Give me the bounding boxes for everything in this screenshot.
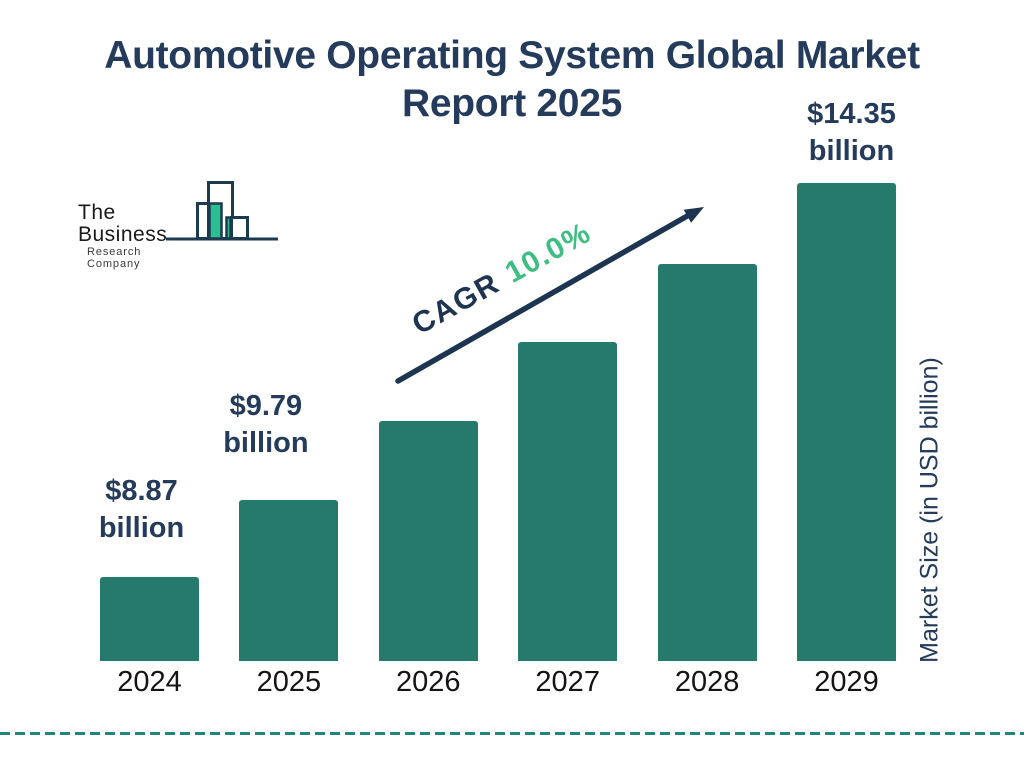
x-axis-label-2029: 2029 [814, 666, 879, 698]
value-unit: billion [98, 512, 185, 544]
brand-name: The Business [78, 201, 168, 246]
bar-chart-logo-icon [166, 181, 278, 241]
value-label-2024: $8.87 billion [99, 473, 184, 547]
x-axis-label-2026: 2026 [396, 666, 461, 698]
value-unit: billion [223, 427, 309, 459]
chart-title: Automotive Operating System Global Marke… [104, 34, 920, 125]
bar-2028 [657, 264, 757, 661]
brand-subtitle: Research Company [87, 246, 142, 270]
value-unit: billion [808, 135, 895, 167]
bar-2027 [518, 342, 618, 661]
value-amount: $8.87 [105, 475, 178, 507]
x-axis-label-2028: 2028 [674, 666, 740, 698]
bar-2025 [239, 500, 339, 661]
bar-2029 [797, 183, 896, 661]
bar-2026 [378, 421, 478, 661]
x-axis-label-2024: 2024 [117, 666, 182, 698]
value-amount: $14.35 [807, 98, 896, 130]
bottom-dashed-divider [0, 732, 1024, 735]
brand-logo-text: The Business Research Company [78, 201, 168, 271]
value-label-2029: $14.35 billion [807, 96, 896, 170]
x-axis-label-2027: 2027 [535, 666, 600, 698]
x-axis-label-2025: 2025 [256, 666, 322, 698]
value-label-2025: $9.79 billion [223, 388, 308, 462]
bar-2024 [100, 577, 199, 661]
y-axis-title: Market Size (in USD billion) [915, 357, 944, 663]
value-amount: $9.79 [229, 390, 303, 422]
